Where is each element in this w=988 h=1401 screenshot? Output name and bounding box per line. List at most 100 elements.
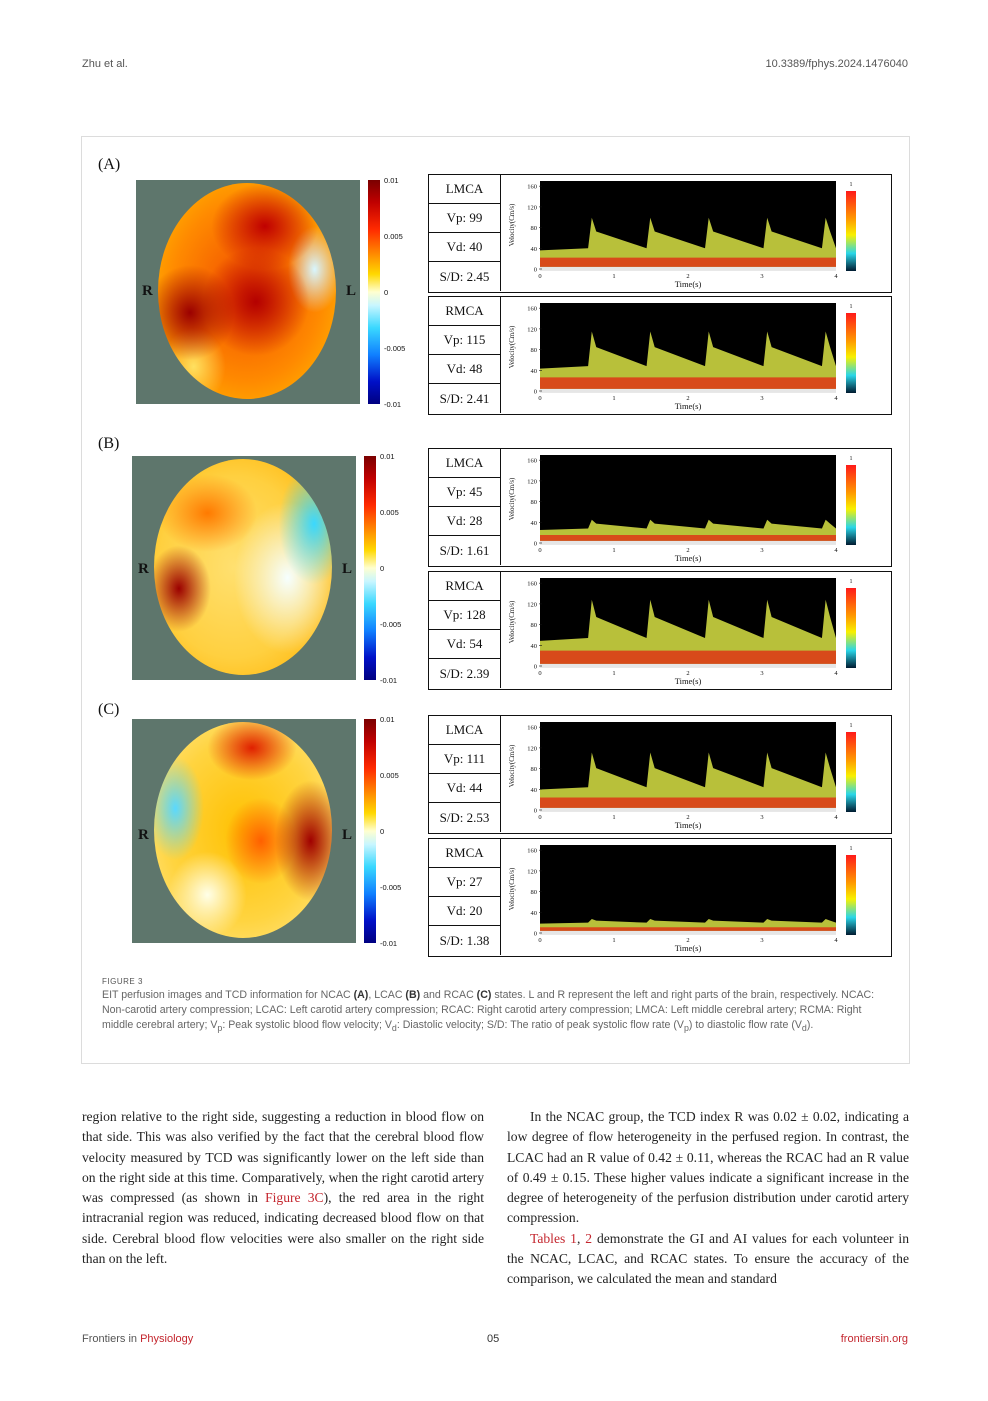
text-fragment: demonstrate the GI and AI values for eac… [507, 1230, 910, 1287]
caption-subscript: d [801, 1023, 807, 1034]
brain-map-c [154, 722, 332, 938]
tcd-spectrogram: 160 120 80 40 00 1 2 3 4 Time(s) Velocity(Cm/s) 1 [508, 455, 856, 563]
left-side-label: L [342, 827, 353, 843]
spectral-envelope [540, 599, 836, 664]
intensity-tick-label: 1 [850, 456, 853, 462]
tcd-spectrogram: 160 120 80 40 00 1 2 3 4 Time(s) Velocity(Cm/s) 1 [508, 181, 856, 289]
tcd-vessel-label: LMCA [429, 175, 501, 204]
tcd-block: RMCA Vp: 27 Vd: 20 S/D: 1.38 160 120 80 40 0… [428, 838, 892, 957]
y-tick-label: 0 [534, 808, 537, 815]
x-tick-label: 0 [538, 670, 541, 677]
y-axis-label: Velocity(Cm/s) [508, 867, 516, 910]
x-tick-label: 4 [834, 273, 838, 280]
intensity-tick-label: 1 [850, 846, 853, 852]
x-tick-label: 3 [760, 814, 763, 821]
colorbar-tick: 0 [380, 564, 385, 573]
y-tick-label: 0 [534, 664, 537, 671]
paragraph: In the NCAC group, the TCD index R was 0… [507, 1109, 909, 1226]
eit-image-a: R L [136, 180, 360, 404]
paragraph: Tables 1, 2 demonstrate the GI and AI va… [507, 1229, 909, 1290]
y-tick-label: 40 [531, 368, 538, 375]
panel-label-b: (B) [98, 435, 120, 452]
colorbar-tick: 0 [380, 827, 385, 836]
right-side-label: R [138, 561, 149, 577]
baseline-band [540, 663, 836, 668]
figure-caption: FIGURE 3 EIT perfusion images and TCD in… [102, 977, 892, 1036]
x-axis-label: Time(s) [675, 676, 702, 686]
caption-subscript: p [217, 1023, 223, 1034]
y-tick-label: 80 [531, 225, 538, 232]
colorbar-tick: -0.005 [380, 883, 402, 892]
caption-fragment: ). [806, 1019, 814, 1031]
table-link[interactable]: 2 [585, 1230, 593, 1246]
baseline-band [540, 266, 836, 271]
tcd-block: LMCA Vp: 99 Vd: 40 S/D: 2.45 160 120 80 40 0… [428, 174, 892, 293]
tcd-sd-label: S/D: 2.53 [429, 803, 501, 832]
x-tick-label: 0 [538, 814, 541, 821]
tcd-vd-label: Vd: 28 [429, 507, 501, 536]
baseline-band [540, 930, 836, 935]
plot-background [540, 845, 836, 933]
tcd-vd-label: Vd: 54 [429, 630, 501, 659]
x-axis-label: Time(s) [675, 820, 702, 830]
spectral-core [540, 535, 836, 541]
y-tick-label: 40 [531, 910, 538, 917]
y-tick-label: 120 [527, 868, 537, 875]
caption-fragment: : Peak systolic blood flow velocity; V [222, 1019, 392, 1031]
x-tick-label: 0 [538, 937, 541, 944]
y-tick-label: 80 [531, 622, 538, 629]
colorbar-tick: 0.005 [380, 771, 399, 780]
panel-label-c: (C) [98, 701, 120, 718]
colorbar-tick: 0.005 [380, 508, 399, 517]
x-tick-label: 4 [834, 670, 838, 677]
caption-subscript: d [391, 1023, 397, 1034]
x-tick-label: 2 [686, 273, 689, 280]
intensity-colorbar [846, 313, 856, 393]
x-tick-label: 2 [686, 670, 689, 677]
x-axis-label: Time(s) [675, 401, 702, 411]
colorbar-tick: 0.005 [384, 232, 403, 241]
tcd-vessel-label: RMCA [429, 572, 501, 601]
figure-link[interactable]: Figure 3C [265, 1190, 324, 1206]
x-tick-label: 1 [612, 937, 615, 944]
table-link[interactable]: Tables 1 [530, 1230, 577, 1246]
y-tick-label: 0 [534, 389, 537, 396]
colorbar-tick: 0 [384, 288, 389, 297]
x-tick-label: 2 [686, 547, 689, 554]
y-tick-label: 0 [534, 267, 537, 274]
tcd-sd-label: S/D: 1.38 [429, 926, 501, 955]
tcd-block: LMCA Vp: 45 Vd: 28 S/D: 1.61 160 120 80 40 0… [428, 448, 892, 567]
y-tick-label: 0 [534, 931, 537, 938]
y-axis-label: Velocity(Cm/s) [508, 600, 516, 643]
x-tick-label: 4 [834, 395, 838, 402]
journal-link[interactable]: Physiology [140, 1333, 194, 1345]
y-tick-label: 120 [527, 478, 537, 485]
intensity-colorbar [846, 732, 856, 812]
tcd-vp-label: Vp: 111 [429, 745, 501, 774]
colorbar-tick: 0.01 [380, 715, 395, 724]
y-tick-label: 120 [527, 601, 537, 608]
spectral-envelope [540, 752, 836, 808]
y-tick-label: 160 [527, 458, 537, 465]
x-tick-label: 3 [760, 937, 763, 944]
tcd-block: RMCA Vp: 115 Vd: 48 S/D: 2.41 160 120 80 40… [428, 296, 892, 415]
site-link[interactable]: frontiersin.org [840, 1333, 908, 1345]
right-side-label: R [138, 827, 149, 843]
tcd-vd-label: Vd: 44 [429, 774, 501, 803]
page-number: 05 [487, 1333, 500, 1345]
x-axis-label: Time(s) [675, 279, 702, 289]
colorbar-tick: -0.005 [380, 620, 402, 629]
x-tick-label: 3 [760, 273, 763, 280]
y-tick-label: 80 [531, 889, 538, 896]
eit-image-c: R L [132, 719, 356, 943]
tcd-vp-label: Vp: 128 [429, 601, 501, 630]
colorbar-tick: -0.01 [380, 939, 398, 948]
footer-prefix: Frontiers in [82, 1333, 141, 1345]
x-tick-label: 3 [760, 395, 763, 402]
x-axis-label: Time(s) [675, 943, 702, 953]
y-tick-label: 40 [531, 246, 538, 253]
tcd-sd-label: S/D: 1.61 [429, 536, 501, 565]
x-tick-label: 4 [834, 814, 838, 821]
text-fragment: , [576, 1230, 586, 1246]
colorbar-tick: -0.01 [384, 400, 402, 409]
